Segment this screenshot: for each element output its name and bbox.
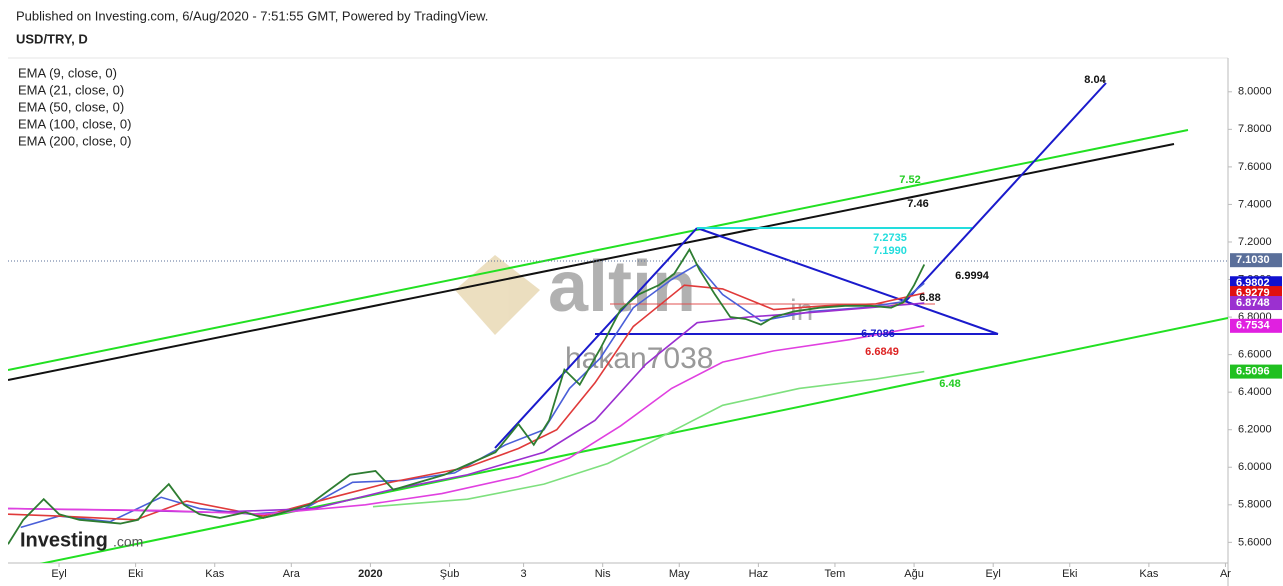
y-tick-label: 7.6000 [1238, 161, 1272, 173]
price-badge [1230, 364, 1282, 379]
price-badge-label: 6.5096 [1236, 365, 1270, 377]
legend-entry: EMA (50, close, 0) [18, 99, 124, 114]
annotation: 6.88 [919, 292, 940, 304]
price-badge [1230, 318, 1282, 333]
x-tick-label: Kas [1139, 568, 1158, 580]
trendline [8, 143, 1175, 381]
y-tick-label: 5.8000 [1238, 499, 1272, 511]
trendline [696, 227, 999, 335]
x-tick-label: Eyl [986, 568, 1001, 580]
y-tick-label: 8.0000 [1238, 86, 1272, 98]
x-tick-label: Eki [128, 568, 143, 580]
price-badge-label: 6.7534 [1236, 320, 1271, 332]
x-tick-label: Ar [1220, 568, 1231, 580]
x-tick-label: Nis [595, 568, 611, 580]
trendline [39, 317, 1228, 563]
price-badge [1230, 296, 1282, 311]
annotation: 6.9994 [955, 270, 990, 282]
trendline [904, 82, 1107, 303]
legend-entry: EMA (200, close, 0) [18, 133, 131, 148]
brand-suffix: .com [113, 534, 143, 550]
series-line [372, 370, 925, 508]
y-tick-label: 6.6000 [1238, 349, 1272, 361]
y-tick-label: 7.8000 [1238, 123, 1272, 135]
x-tick-label: Eyl [51, 568, 66, 580]
legend-entry: EMA (21, close, 0) [18, 82, 124, 97]
price-badge-label: 6.8748 [1236, 297, 1270, 309]
price-badge-label: 6.9279 [1236, 287, 1270, 299]
y-tick-label: 6.0000 [1238, 461, 1272, 473]
annotation: 6.48 [939, 378, 960, 390]
published-note: Published on Investing.com, 6/Aug/2020 -… [16, 8, 488, 23]
x-tick-label: Kas [205, 568, 224, 580]
y-tick-label: 7.4000 [1238, 198, 1272, 210]
x-tick-label: 3 [521, 568, 527, 580]
annotation: 8.04 [1084, 74, 1106, 86]
watermark-logo: altin [548, 247, 696, 327]
x-tick-label: Ara [283, 568, 301, 580]
x-tick-label: Tem [825, 568, 846, 580]
x-tick-label: Eki [1062, 568, 1077, 580]
x-tick-label: Ağu [904, 568, 924, 580]
series-line [8, 247, 926, 545]
price-badge-label: 7.1030 [1236, 254, 1270, 266]
y-tick-label: 6.2000 [1238, 424, 1272, 436]
legend-entry: EMA (100, close, 0) [18, 116, 131, 131]
series-line [8, 325, 925, 515]
trendline [494, 227, 698, 449]
annotation: 6.6849 [865, 346, 899, 358]
legend-entry: EMA (9, close, 0) [18, 65, 117, 80]
annotation: 6.7086 [861, 328, 895, 340]
x-tick-label: Haz [749, 568, 769, 580]
annotation: 7.52 [899, 174, 920, 186]
annotation: 7.46 [907, 198, 928, 210]
annotation: 7.1990 [873, 245, 907, 257]
x-tick-label: May [669, 568, 690, 580]
brand: Investing [20, 529, 108, 551]
y-tick-label: 7.2000 [1238, 236, 1272, 248]
price-badge [1230, 253, 1282, 268]
x-tick-label: 2020 [358, 568, 382, 580]
y-tick-label: 5.6000 [1238, 536, 1272, 548]
trendline [8, 129, 1189, 371]
y-tick-label: 6.4000 [1238, 386, 1272, 398]
symbol: USD/TRY, D [16, 31, 88, 46]
annotation: 7.2735 [873, 232, 907, 244]
x-tick-label: Şub [440, 568, 460, 580]
plot [8, 82, 1228, 563]
legend: EMA (9, close, 0) EMA (21, close, 0) EMA (… [18, 65, 131, 148]
